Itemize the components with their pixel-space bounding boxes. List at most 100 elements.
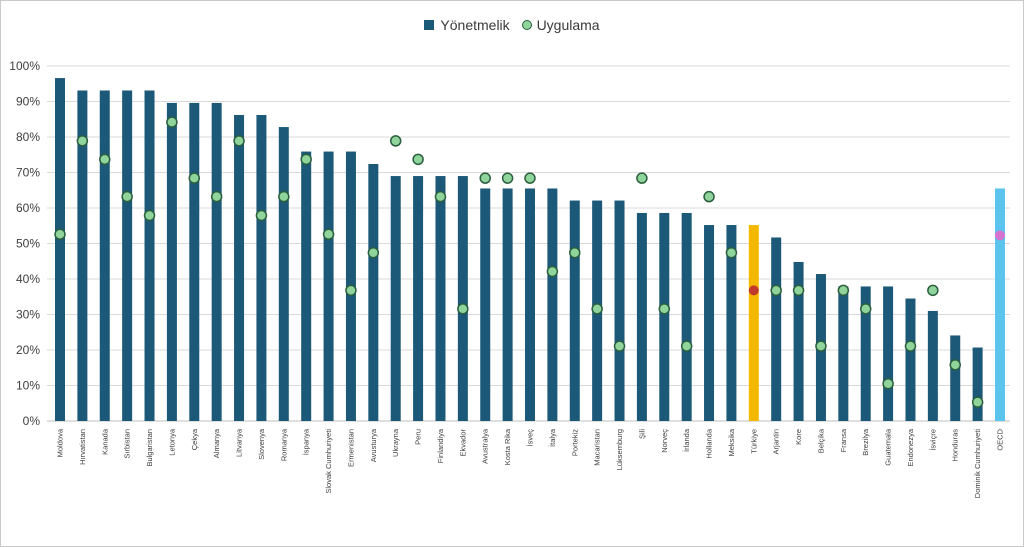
bar (995, 188, 1005, 421)
bar (278, 127, 289, 421)
bar (793, 261, 804, 421)
bar (771, 237, 782, 421)
bar (480, 188, 491, 421)
x-tick-label: Lüksemburg (615, 429, 624, 470)
bar (301, 151, 312, 421)
bar (211, 102, 222, 422)
point (636, 172, 648, 184)
x-tick-label: Meksika (727, 428, 736, 456)
points (54, 116, 1005, 408)
point (479, 172, 491, 184)
x-tick-label: Çekya (190, 428, 199, 450)
point (949, 359, 961, 371)
x-tick-label: İrlanda (682, 428, 691, 452)
point (76, 135, 89, 147)
x-tick-label: Macaristan (593, 429, 602, 466)
bar (547, 188, 558, 421)
legend-bar-swatch (424, 20, 435, 30)
bar (166, 102, 177, 422)
bar (256, 114, 267, 422)
bar (144, 90, 155, 422)
point (278, 190, 290, 203)
x-tick-label: Norveç (660, 429, 669, 453)
chart-legend: Yönetmelik Uygulama (0, 17, 1024, 33)
legend-label-yonetmelik: Yönetmelik (440, 17, 510, 33)
bar (390, 176, 401, 421)
y-tick-label: 80% (16, 130, 40, 144)
bar (704, 225, 715, 421)
x-tick-label: Şili (637, 429, 646, 439)
y-tick-label: 50% (16, 237, 40, 251)
bar (905, 298, 916, 421)
point (121, 190, 133, 203)
point (143, 209, 156, 222)
bar (659, 212, 670, 421)
x-tick-label: Hırvatistan (78, 429, 87, 465)
bar (883, 286, 894, 421)
x-tick-label: Guatemala (884, 428, 893, 466)
point (971, 396, 984, 408)
bar (748, 225, 759, 421)
point (54, 228, 66, 241)
bar (860, 286, 871, 421)
bar (525, 188, 535, 421)
legend-label-uygulama: Uygulama (536, 17, 600, 33)
bar (323, 151, 334, 421)
x-tick-label: Moldova (56, 428, 65, 457)
x-tick-label: İspanya (302, 428, 311, 455)
x-tick-label: Fransa (839, 428, 848, 452)
x-tick-label: Endonezya (906, 428, 915, 466)
x-tick-label: Ukrayna (391, 428, 400, 457)
x-tick-label: Türkiye (749, 429, 758, 454)
point (725, 246, 738, 259)
x-tick-label: OECD (996, 428, 1005, 450)
bars (55, 78, 1005, 422)
point (255, 209, 268, 222)
bar (972, 347, 983, 421)
bar (413, 176, 424, 421)
x-tick-label: Romanya (279, 428, 288, 461)
y-tick-label: 0% (23, 414, 41, 428)
x-tick-label: Hollanda (705, 428, 714, 458)
bar (726, 225, 737, 421)
x-axis-ticks: Moldova Hırvatistan Kanada Sırbistan Bulgari… (56, 428, 1005, 498)
x-tick-label: Peru (414, 429, 423, 445)
bar (569, 200, 580, 421)
point (680, 340, 693, 352)
point (792, 284, 805, 297)
point (300, 153, 312, 166)
point (457, 303, 469, 315)
x-tick-label: Slovak Cumhuriyeti (324, 429, 333, 494)
point (995, 230, 1005, 241)
x-tick-label: Litvanya (235, 428, 244, 457)
legend-dot-swatch (521, 20, 532, 30)
y-tick-label: 30% (16, 308, 40, 322)
x-tick-label: İtalya (548, 428, 557, 447)
bar (927, 310, 938, 421)
point (770, 284, 782, 297)
bar (614, 200, 625, 421)
x-tick-label: Brezilya (861, 428, 870, 456)
x-tick-label: Kore (794, 429, 803, 445)
y-tick-label: 90% (16, 95, 40, 109)
x-tick-label: Belçika (816, 428, 825, 453)
point (613, 340, 626, 352)
bar (234, 114, 245, 422)
x-tick-label: Kosta Rika (503, 428, 512, 465)
bar (122, 90, 133, 422)
point (99, 153, 111, 166)
x-tick-label: Avustralya (481, 428, 490, 464)
bar (502, 188, 513, 421)
bar (636, 212, 647, 421)
point (233, 135, 245, 147)
point (882, 377, 894, 390)
point (389, 135, 402, 147)
legend-item-yonetmelik: Yönetmelik (424, 17, 510, 33)
point (166, 116, 178, 128)
x-tick-label: Almanya (212, 428, 221, 458)
bar (435, 176, 446, 421)
x-tick-label: Slovenya (257, 428, 266, 460)
x-tick-label: Letonya (167, 428, 176, 456)
x-tick-label: Honduras (951, 429, 960, 462)
point (591, 303, 603, 315)
